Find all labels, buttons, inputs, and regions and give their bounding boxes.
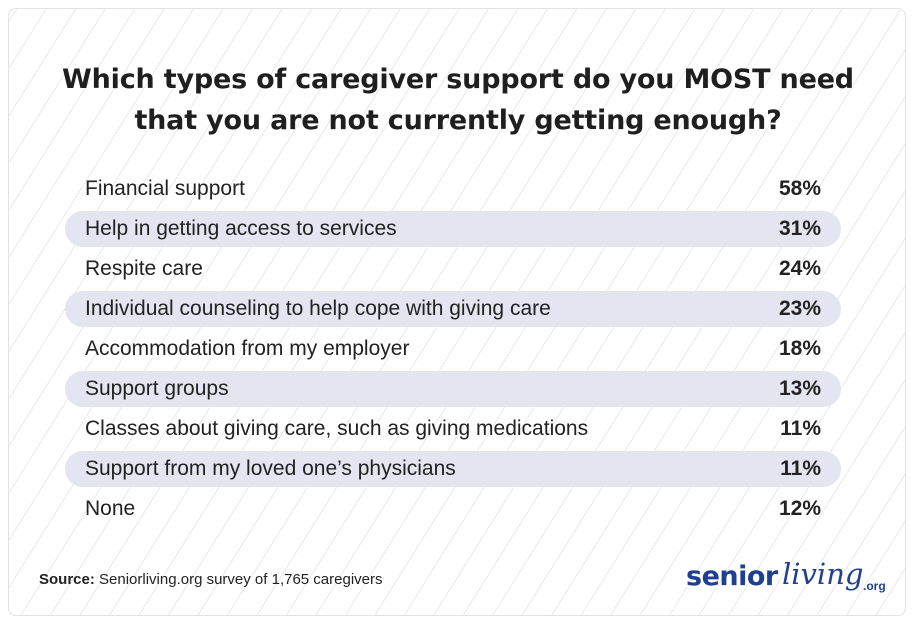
row-label: Financial support [85, 177, 245, 200]
logo-senior-text: senior [686, 561, 778, 592]
row-percentage: 13% [778, 377, 821, 400]
row-label: Help in getting access to services [85, 217, 397, 240]
table-row: Individual counseling to help cope with … [65, 291, 841, 327]
source-note: Source: Seniorliving.org survey of 1,765… [39, 571, 383, 588]
table-row: Respite care 24% [65, 251, 841, 287]
source-text: Seniorliving.org survey of 1,765 caregiv… [94, 571, 383, 588]
row-label: Respite care [85, 257, 203, 280]
row-label: None [85, 497, 136, 520]
row-percentage: 58% [778, 177, 821, 200]
row-label: Individual counseling to help cope with … [85, 297, 551, 320]
row-label: Accommodation from my employer [85, 337, 410, 360]
row-percentage: 23% [778, 297, 821, 320]
source-label: Source: [39, 571, 95, 588]
row-label: Support groups [85, 377, 229, 400]
table-row: Financial support 58% [65, 171, 841, 207]
table-row: None 12% [65, 491, 841, 527]
logo-org-text: .org [863, 579, 886, 593]
table-row: Support groups 13% [65, 371, 841, 407]
table-row: Help in getting access to services 31% [65, 211, 841, 247]
row-percentage: 31% [778, 217, 821, 240]
row-label: Support from my loved one’s physicians [85, 457, 456, 480]
table-row: Accommodation from my employer 18% [65, 331, 841, 367]
row-percentage: 11% [780, 417, 821, 440]
table-row: Support from my loved one’s physicians 11… [65, 451, 841, 487]
row-label: Classes about giving care, such as givin… [85, 417, 589, 440]
row-percentage: 12% [778, 497, 821, 520]
chart-title: Which types of caregiver support do you … [62, 64, 854, 136]
row-percentage: 18% [778, 337, 821, 360]
table-row: Classes about giving care, such as givin… [65, 411, 841, 447]
seniorliving-logo: senior living .org [686, 557, 891, 607]
results-table: Financial support 58% Help in getting acce… [65, 171, 841, 531]
row-percentage: 24% [778, 257, 821, 280]
infographic-card: Which types of caregiver support do you … [8, 8, 906, 616]
logo-living-text: living [782, 557, 864, 591]
row-percentage: 11% [780, 457, 821, 480]
